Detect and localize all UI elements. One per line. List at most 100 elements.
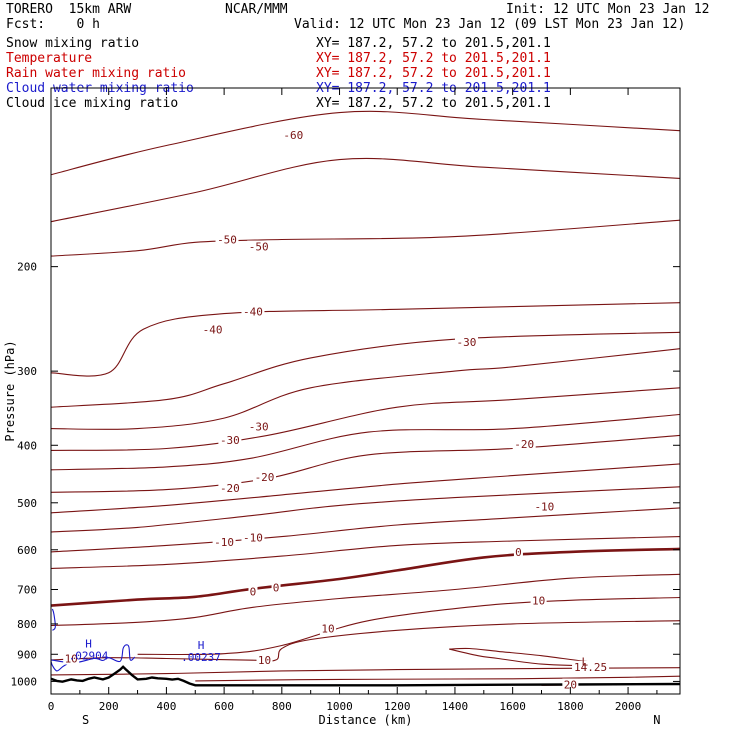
contour-label: -20	[220, 482, 240, 495]
header-model: TORERO 15km ARW	[6, 2, 132, 17]
contour-label: -40	[243, 305, 263, 318]
x-tick-label: 1800	[557, 700, 584, 713]
legend-label-rain: Rain water mixing ratio	[6, 66, 187, 81]
contour-label-bg	[256, 653, 273, 666]
x-tick-label: 1000	[326, 700, 353, 713]
y-tick-label: 1000	[11, 675, 38, 688]
temperature-contour--40	[51, 302, 680, 377]
contour-label: 10	[321, 623, 334, 636]
contour-label-bg	[212, 535, 236, 548]
contour-label-bg	[530, 594, 547, 607]
y-tick-label: 800	[17, 618, 37, 631]
legend-xy-snow: XY= 187.2, 57.2 to 201.5,201.1	[316, 36, 551, 51]
y-tick-label: 900	[17, 648, 37, 661]
temperature-contour--10	[51, 463, 680, 514]
contour-label-bg	[247, 420, 271, 433]
x-tick-label: 0	[48, 700, 55, 713]
temperature-contour--60	[51, 110, 680, 176]
contour-label: 0	[515, 546, 522, 559]
legend-xy-rain: XY= 187.2, 57.2 to 201.5,201.1	[316, 66, 551, 81]
contour-label: -30	[249, 421, 269, 434]
x-tick-label: 1200	[384, 700, 411, 713]
contour-label-bg	[512, 437, 536, 450]
contour-label-bg	[241, 305, 265, 318]
y-tick-label: 200	[17, 261, 37, 274]
contour-label: -10	[214, 536, 234, 549]
plot-frame	[50, 87, 681, 695]
cloud-max-value: .02904	[69, 649, 109, 662]
contour-label-bg	[247, 240, 271, 253]
x-tick-label: 800	[272, 700, 292, 713]
temperature-contour-10	[137, 596, 680, 656]
temperature-contours	[51, 110, 680, 686]
contour-label: 14.25	[574, 661, 607, 674]
cloud-water-contour	[51, 644, 136, 664]
temperature-contour--30	[51, 387, 680, 451]
x-tick-label: 1400	[442, 700, 469, 713]
contour-label: -40	[203, 323, 223, 336]
contour-label: -20	[514, 438, 534, 451]
header-valid: Valid: 12 UTC Mon 23 Jan 12 (09 LST Mon …	[294, 17, 686, 32]
y-tick-label: 300	[17, 365, 37, 378]
header-fcst: Fcst: 0 h	[6, 17, 100, 32]
header-center: NCAR/MMM	[225, 2, 288, 17]
y-tick-label: 700	[17, 584, 37, 597]
cloud-water-contours	[51, 608, 136, 672]
contour-label-bg	[532, 500, 556, 513]
legend-label-cloud-ice: Cloud ice mixing ratio	[6, 96, 179, 111]
temperature-contour-0	[51, 547, 680, 607]
legend-xy-cloud-ice: XY= 187.2, 57.2 to 201.5,201.1	[316, 96, 551, 111]
cloud-max-marker: H	[198, 639, 205, 652]
contour-label-bg	[572, 660, 610, 673]
x-tick-label: 200	[99, 700, 119, 713]
contour-label: -30	[220, 434, 240, 447]
temperature-contour-20	[51, 667, 680, 676]
contour-label: -30	[457, 336, 477, 349]
header-init: Init: 12 UTC Mon 23 Jan 12	[506, 2, 710, 17]
contour-label-bg	[241, 531, 265, 544]
cloud-max-marker: H	[85, 637, 92, 650]
temperature-contour--40	[51, 331, 680, 408]
contour-label: -50	[249, 241, 269, 254]
temperature-contour-10	[51, 620, 680, 662]
contour-label: -10	[243, 531, 263, 544]
contour-label: -60	[283, 129, 303, 142]
legend-label-snow: Snow mixing ratio	[6, 36, 140, 51]
y-axis-label: Pressure (hPa)	[3, 340, 17, 441]
contour-label-bg	[281, 128, 305, 141]
contour-label-bg	[218, 481, 242, 494]
x-tick-label: 1600	[499, 700, 526, 713]
contour-label: -20	[255, 471, 275, 484]
x-tick-label: 2000	[615, 700, 642, 713]
legend-xy-temperature: XY= 187.2, 57.2 to 201.5,201.1	[316, 51, 551, 66]
terrain-line	[50, 665, 681, 687]
contour-label-bg	[319, 622, 336, 635]
axes: 0 200 400 600 800 1000 1200 1400 1600 1800 2000200…	[11, 88, 680, 713]
temperature-contour--30	[51, 348, 680, 430]
temperature-contour--10	[51, 507, 680, 553]
legend-label-temperature: Temperature	[6, 51, 93, 66]
contour-label: 10	[258, 654, 271, 667]
temperature-contour--20	[51, 434, 680, 493]
contour-label-bg	[218, 434, 242, 447]
temperature-contour--50	[51, 219, 680, 257]
temperature-contour--60	[51, 157, 680, 223]
contour-label: 20	[564, 679, 577, 692]
terrain	[50, 665, 681, 687]
contour-label: -50	[217, 233, 237, 246]
contour-label-bg	[201, 323, 225, 336]
x-tick-label: 600	[214, 700, 234, 713]
endpoint-left-label: S	[82, 713, 89, 727]
contour-label-bg	[253, 470, 277, 483]
contour-label-bg	[271, 581, 281, 594]
cloud-water-contour	[51, 661, 68, 672]
temperature-contour--20	[51, 413, 680, 471]
contour-label: L	[581, 655, 588, 668]
temperature-contour--10	[51, 486, 680, 533]
endpoint-right-label: N	[653, 713, 660, 727]
contour-label: -10	[534, 500, 554, 513]
contour-label: 0	[250, 585, 257, 598]
contour-label-bg	[562, 678, 579, 691]
contour-label-bg	[215, 233, 239, 246]
